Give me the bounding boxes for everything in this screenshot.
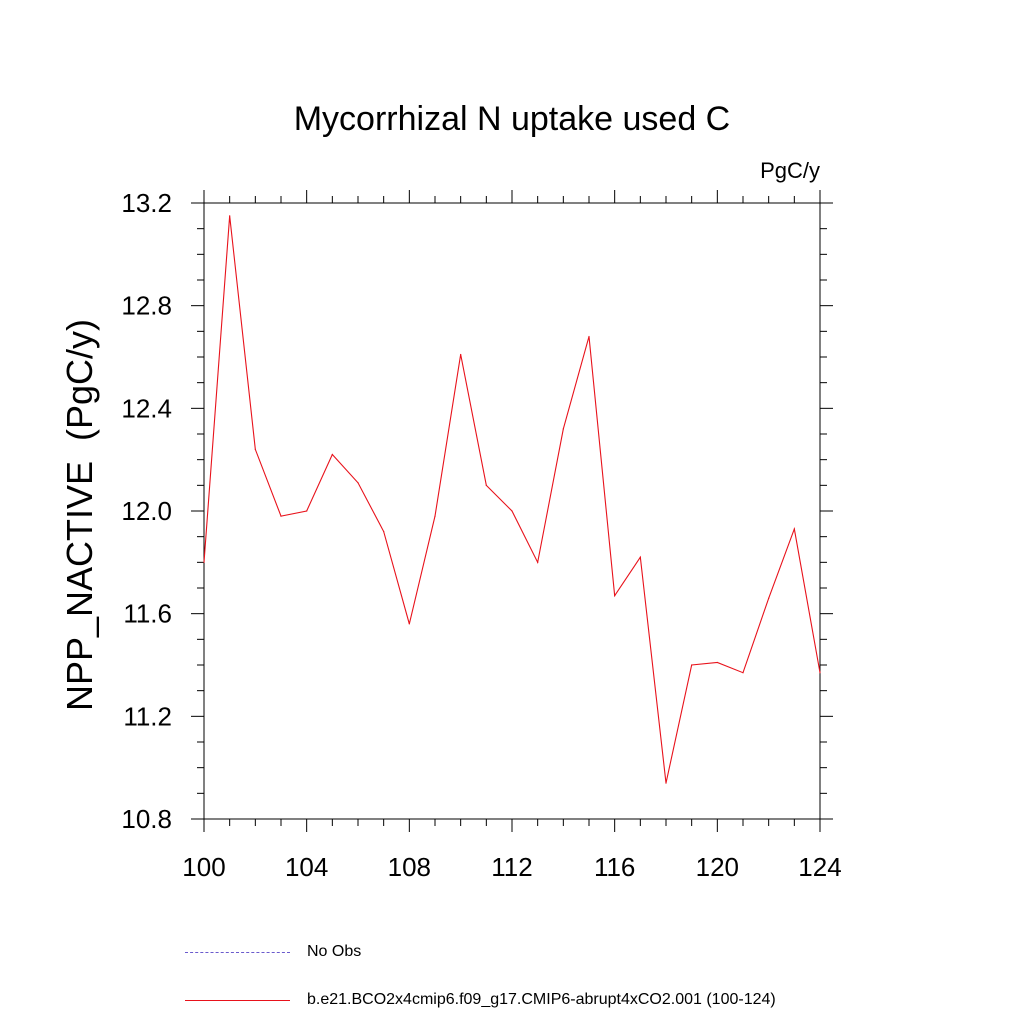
data-point	[716, 661, 718, 664]
data-point	[588, 335, 590, 338]
data-point	[383, 530, 385, 533]
x-tick-label: 112	[491, 852, 532, 882]
data-point	[768, 597, 770, 599]
legend-label-model-run: b.e21.BCO2x4cmip6.f09_g17.CMIP6-abrupt4x…	[307, 991, 776, 1008]
data-point	[280, 515, 282, 517]
x-tick-label: 116	[594, 852, 635, 882]
data-point	[819, 672, 821, 674]
data-point	[665, 782, 667, 784]
x-tick-label: 108	[388, 852, 431, 882]
data-point	[408, 623, 410, 625]
data-point	[562, 428, 564, 430]
data-point	[306, 510, 308, 512]
y-tick-label: 12.8	[121, 291, 172, 321]
data-point	[434, 515, 436, 517]
legend-swatch-solid	[185, 999, 290, 1001]
y-tick-label: 10.8	[121, 804, 172, 834]
x-tick-label: 124	[798, 852, 841, 882]
y-tick-label: 12.4	[121, 393, 172, 423]
data-point	[639, 556, 641, 558]
x-tick-label: 120	[696, 852, 739, 882]
data-point	[460, 353, 462, 356]
legend-swatch-dashed	[185, 951, 290, 953]
series-line	[203, 215, 821, 784]
data-point	[254, 448, 256, 450]
data-point	[485, 484, 487, 486]
data-point	[511, 510, 513, 512]
legend-label-no-obs: No Obs	[307, 943, 362, 960]
data-point	[742, 672, 744, 674]
data-point	[203, 561, 205, 563]
chart-title: Mycorrhizal N uptake used C	[293, 100, 731, 138]
x-tick-label: 104	[285, 852, 328, 882]
data-point	[793, 528, 795, 530]
units-label: PgC/y	[760, 158, 820, 183]
data-point	[691, 664, 693, 666]
data-point	[357, 482, 359, 484]
legend-item-model-run: b.e21.BCO2x4cmip6.f09_g17.CMIP6-abrupt4x…	[185, 988, 776, 1012]
data-point	[229, 215, 231, 217]
x-tick-label: 100	[182, 852, 225, 882]
legend-item-no-obs: No Obs	[185, 940, 361, 964]
data-point	[331, 453, 333, 456]
data-point	[614, 595, 616, 597]
data-point	[537, 561, 539, 563]
y-tick-label: 13.2	[121, 188, 172, 218]
y-tick-label: 11.2	[123, 701, 172, 731]
y-tick-label: 12.0	[121, 496, 172, 526]
y-tick-label: 11.6	[123, 599, 172, 629]
